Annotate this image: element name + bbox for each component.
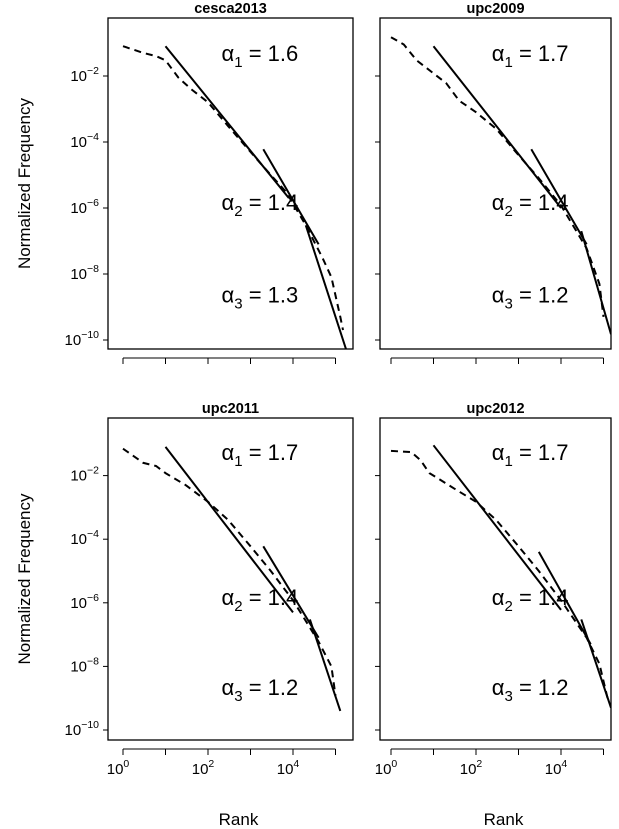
x-tick-label: 104 bbox=[545, 758, 568, 778]
x-tick-label: 100 bbox=[107, 758, 130, 778]
fit-segment-2 bbox=[262, 545, 320, 639]
fit-segment-2 bbox=[530, 148, 588, 245]
alpha-annotation: α1 = 1.6 bbox=[222, 41, 299, 71]
plot-frame bbox=[107, 17, 354, 350]
empirical-series bbox=[122, 45, 344, 331]
data-area bbox=[122, 446, 342, 712]
y-tick-label: 10−6 bbox=[70, 592, 99, 612]
panel-upc2009: upc2009 α1 = 1.7 α2 = 1.4 α3 = 1.2 bbox=[375, 1, 612, 364]
fit-segment-3 bbox=[308, 619, 342, 712]
y-axis-label: Normalized Frequency bbox=[15, 97, 34, 269]
y-tick-label: 10−10 bbox=[65, 719, 100, 739]
panel-title: upc2012 bbox=[466, 401, 524, 417]
alpha-annotation: α1 = 1.7 bbox=[492, 440, 569, 470]
plot-frame bbox=[107, 417, 354, 741]
data-area bbox=[390, 444, 611, 709]
x-axis-label: Rank bbox=[484, 810, 524, 829]
y-axis-label: Normalized Frequency bbox=[15, 493, 34, 665]
plot-frame bbox=[379, 417, 612, 741]
panel-title: upc2011 bbox=[202, 401, 259, 417]
alpha-annotation: α1 = 1.7 bbox=[222, 440, 299, 470]
fit-segment-1 bbox=[164, 446, 294, 614]
alpha-annotation: α3 = 1.2 bbox=[222, 675, 299, 705]
alpha-annotation: α3 = 1.3 bbox=[222, 283, 299, 313]
panel-title: upc2009 bbox=[466, 1, 524, 17]
fit-segment-1 bbox=[164, 45, 290, 199]
panel-upc2012: upc2012 100 102 104 Rank α1 = 1.7 α2 = 1.4 α3 =… bbox=[375, 401, 612, 829]
alpha-annotation: α2 = 1.4 bbox=[492, 585, 569, 615]
fit-segment-3 bbox=[304, 224, 348, 349]
fit-segment-2 bbox=[262, 148, 320, 245]
empirical-series bbox=[390, 449, 610, 702]
data-area bbox=[390, 36, 611, 335]
x-tick-label: 100 bbox=[375, 758, 398, 778]
y-tick-label: 10−10 bbox=[65, 329, 100, 349]
y-tick-label: 10−8 bbox=[70, 263, 99, 283]
y-tick-label: 10−6 bbox=[70, 197, 99, 217]
panel-cesca2013: cesca2013 10−10 10−8 10−6 10−4 10−2 Normalized… bbox=[15, 1, 354, 364]
plot-frame bbox=[379, 17, 612, 350]
y-tick-label: 10−2 bbox=[70, 465, 99, 485]
y-tick-label: 10−4 bbox=[70, 528, 99, 548]
alpha-annotation: α3 = 1.2 bbox=[492, 675, 569, 705]
alpha-annotation: α2 = 1.4 bbox=[492, 190, 569, 220]
panel-upc2011: upc2011 10−10 10−8 10−6 10−4 10−2 100 102 104 Nor… bbox=[15, 401, 354, 829]
x-tick-label: 102 bbox=[460, 758, 483, 778]
fit-segment-1 bbox=[432, 444, 562, 611]
data-area bbox=[122, 45, 348, 349]
fit-segment-1 bbox=[432, 45, 562, 209]
y-tick-label: 10−4 bbox=[70, 131, 99, 151]
alpha-annotation: α1 = 1.7 bbox=[492, 41, 569, 71]
x-axis-label: Rank bbox=[219, 810, 259, 829]
panel-title: cesca2013 bbox=[194, 1, 267, 17]
x-tick-label: 102 bbox=[192, 758, 215, 778]
fit-segment-2 bbox=[537, 551, 592, 645]
alpha-annotation: α2 = 1.4 bbox=[222, 190, 299, 220]
alpha-annotation: α3 = 1.2 bbox=[492, 283, 569, 313]
y-tick-label: 10−8 bbox=[70, 655, 99, 675]
x-tick-label: 104 bbox=[277, 758, 300, 778]
empirical-series bbox=[122, 447, 337, 696]
alpha-annotation: α2 = 1.4 bbox=[222, 585, 299, 615]
y-tick-label: 10−2 bbox=[70, 65, 99, 85]
fit-segment-3 bbox=[580, 619, 611, 709]
empirical-series bbox=[390, 36, 605, 318]
fit-segment-3 bbox=[580, 230, 611, 335]
